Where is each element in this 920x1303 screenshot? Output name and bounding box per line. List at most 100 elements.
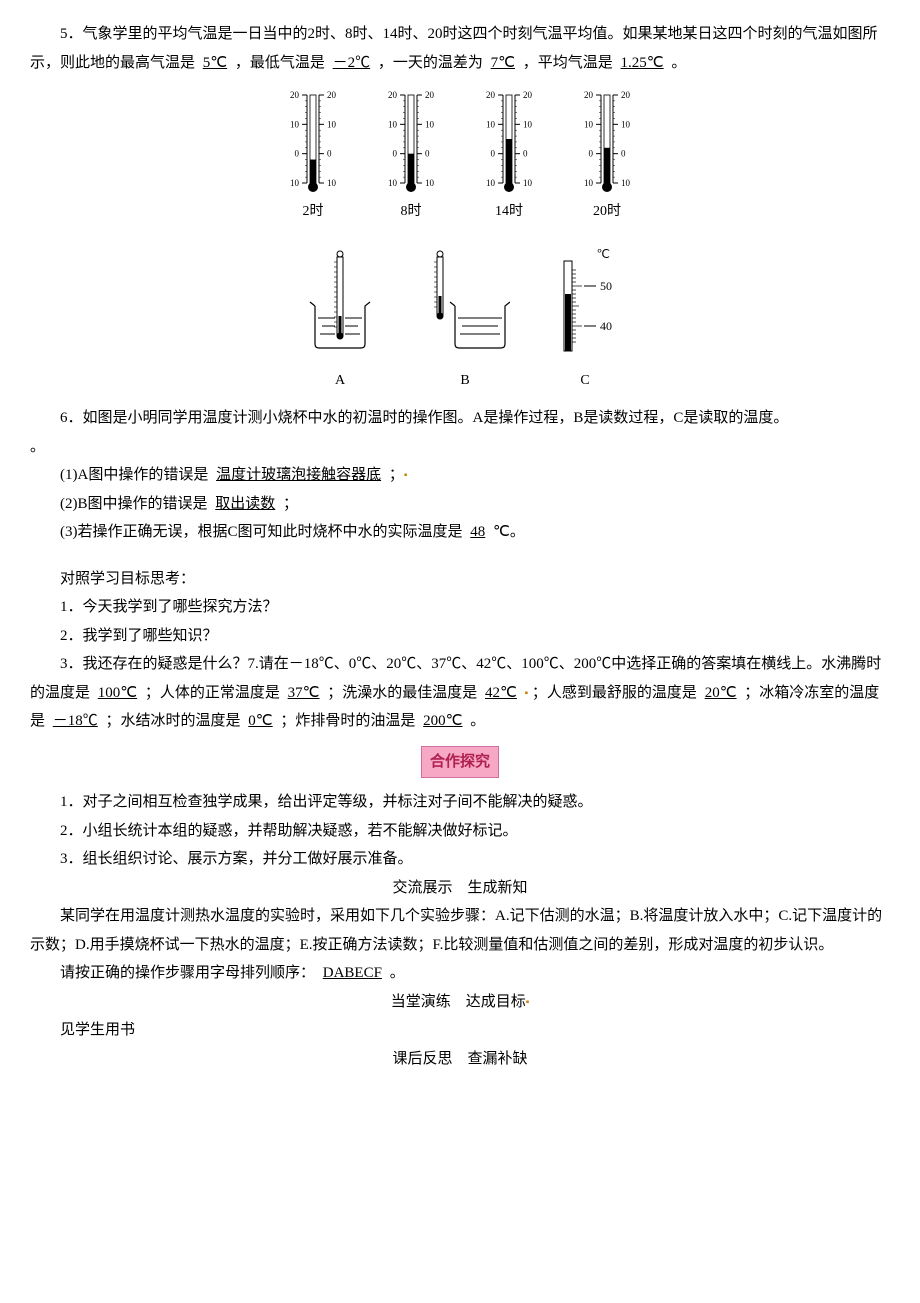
r3f: ；水结冰时的温度是 bbox=[106, 713, 241, 729]
q6-p2: (2)B图中操作的错误是 取出读数 ； bbox=[30, 490, 890, 519]
r-a1: 100℃ bbox=[94, 685, 141, 701]
q6-p2a: (2)B图中操作的错误是 bbox=[60, 496, 208, 512]
thermometer-label: 2时 bbox=[303, 199, 324, 226]
svg-text:0: 0 bbox=[523, 149, 528, 159]
svg-text:10: 10 bbox=[486, 119, 496, 129]
q5-ans1: 5℃ bbox=[199, 55, 231, 71]
svg-text:10: 10 bbox=[523, 178, 533, 188]
q6-p3b: ℃。 bbox=[493, 524, 525, 540]
reflect-title: 对照学习目标思考： bbox=[30, 565, 890, 594]
q5-ans3: 7℃ bbox=[487, 55, 519, 71]
coop-h1: 交流展示 生成新知 bbox=[30, 874, 890, 903]
q5-e: 。 bbox=[671, 55, 686, 71]
beaker-figure: A B ℃ 50 40 C bbox=[30, 246, 890, 395]
svg-text:10: 10 bbox=[621, 119, 631, 129]
svg-text:20: 20 bbox=[486, 90, 496, 100]
r-a4: 20℃ bbox=[701, 685, 741, 701]
svg-text:20: 20 bbox=[290, 90, 300, 100]
svg-text:50: 50 bbox=[600, 279, 612, 293]
svg-text:20: 20 bbox=[621, 90, 631, 100]
coop-l2: 2．小组长统计本组的疑惑，并帮助解决疑惑，若不能解决做好标记。 bbox=[30, 817, 890, 846]
r3c: ；洗澡水的最佳温度是 bbox=[327, 685, 477, 701]
order-a: 请按正确的操作步骤用字母排列顺序： bbox=[60, 965, 315, 981]
svg-text:10: 10 bbox=[327, 119, 337, 129]
order-ans: DABECF bbox=[319, 965, 386, 981]
svg-text:20: 20 bbox=[327, 90, 337, 100]
svg-text:20: 20 bbox=[584, 90, 594, 100]
q5-ans4: 1.25℃ bbox=[617, 55, 668, 71]
svg-text:0: 0 bbox=[589, 149, 594, 159]
coop-l3: 3．组长组织讨论、展示方案，并分工做好展示准备。 bbox=[30, 845, 890, 874]
q6-p1a: (1)A图中操作的错误是 bbox=[60, 467, 208, 483]
q5-b: ，最低气温是 bbox=[235, 55, 325, 71]
beaker-label: C bbox=[580, 368, 589, 395]
r-a6: 0℃ bbox=[244, 713, 276, 729]
dot-icon: ▪ bbox=[404, 470, 408, 481]
coop-see: 见学生用书 bbox=[30, 1016, 890, 1045]
thermometer: 20 20 10 10 0 0 10 10 8时 bbox=[381, 87, 441, 226]
svg-text:10: 10 bbox=[425, 119, 435, 129]
r3g: ；炸排骨时的油温是 bbox=[280, 713, 415, 729]
thermometer-figure: 20201010001010 2时 20201010001010 8时 2020… bbox=[30, 87, 890, 236]
svg-text:10: 10 bbox=[290, 119, 300, 129]
svg-text:0: 0 bbox=[393, 149, 398, 159]
beaker-b: B bbox=[420, 246, 510, 395]
q6-intro: 6．如图是小明同学用温度计测小烧杯中水的初温时的操作图。A是操作过程，B是读数过… bbox=[30, 404, 890, 433]
q6-p3: (3)若操作正确无误，根据C图可知此时烧杯中水的实际温度是 48 ℃。 bbox=[30, 518, 890, 547]
svg-text:20: 20 bbox=[425, 90, 435, 100]
svg-text:10: 10 bbox=[584, 119, 594, 129]
q5-c: ，一天的温差为 bbox=[378, 55, 483, 71]
r3h: 。 bbox=[470, 713, 485, 729]
beaker-label: B bbox=[460, 368, 469, 395]
q6-p1: (1)A图中操作的错误是 温度计玻璃泡接触容器底 ；▪ bbox=[30, 461, 890, 490]
q6-p3a: (3)若操作正确无误，根据C图可知此时烧杯中水的实际温度是 bbox=[60, 524, 463, 540]
svg-text:10: 10 bbox=[523, 119, 533, 129]
coop-h3: 课后反思 查漏补缺 bbox=[30, 1045, 890, 1074]
q6-p2b: ； bbox=[283, 496, 298, 512]
reflect-l3: 3．我还存在的疑惑是什么？7.请在－18℃、0℃、20℃、37℃、42℃、100… bbox=[30, 650, 890, 736]
beaker-a: A bbox=[300, 246, 380, 395]
svg-text:10: 10 bbox=[290, 178, 300, 188]
beaker-label: A bbox=[335, 368, 345, 395]
r-a5: －18℃ bbox=[49, 713, 102, 729]
thermometer: 20 20 10 10 0 0 10 10 14时 bbox=[479, 87, 539, 226]
thermometer-label: 20时 bbox=[593, 199, 621, 226]
svg-text:10: 10 bbox=[388, 119, 398, 129]
r3b: ；人体的正常温度是 bbox=[145, 685, 280, 701]
coop-order: 请按正确的操作步骤用字母排列顺序： DABECF 。 bbox=[30, 959, 890, 988]
svg-text:20: 20 bbox=[388, 90, 398, 100]
thermometer: 20 20 10 10 0 0 10 10 20时 bbox=[577, 87, 637, 226]
thermometer: 20201010001010 2时 bbox=[283, 87, 343, 226]
dot-icon: ▪ bbox=[526, 997, 530, 1008]
coop-h2: 当堂演练 达成目标▪ bbox=[30, 988, 890, 1017]
svg-text:0: 0 bbox=[425, 149, 430, 159]
coop-exp: 某同学在用温度计测热水温度的实验时，采用如下几个实验步骤：A.记下估测的水温；B… bbox=[30, 902, 890, 959]
svg-text:10: 10 bbox=[327, 178, 337, 188]
thermometer-label: 8时 bbox=[401, 199, 422, 226]
q6-p3ans: 48 bbox=[466, 524, 489, 540]
svg-text:10: 10 bbox=[425, 178, 435, 188]
q6-p1b: ； bbox=[389, 467, 404, 483]
r-a3: 42℃ bbox=[481, 685, 521, 701]
q6-p1ans: 温度计玻璃泡接触容器底 bbox=[212, 467, 385, 483]
beaker-c: ℃ 50 40 C bbox=[550, 246, 620, 395]
svg-text:℃: ℃ bbox=[597, 247, 610, 261]
svg-text:0: 0 bbox=[295, 149, 300, 159]
r-a2: 37℃ bbox=[284, 685, 324, 701]
svg-text:20: 20 bbox=[523, 90, 533, 100]
coop-l1: 1．对子之间相互检查独学成果，给出评定等级，并标注对子间不能解决的疑惑。 bbox=[30, 788, 890, 817]
reflect-l1: 1．今天我学到了哪些探究方法？ bbox=[30, 593, 890, 622]
q6-p2ans: 取出读数 bbox=[211, 496, 279, 512]
svg-text:0: 0 bbox=[621, 149, 626, 159]
q6-hang: 。 bbox=[30, 433, 890, 462]
coop-tag: 合作探究 bbox=[30, 746, 890, 779]
q5-d: ，平均气温是 bbox=[523, 55, 613, 71]
thermometer-label: 14时 bbox=[495, 199, 523, 226]
svg-text:0: 0 bbox=[491, 149, 496, 159]
svg-text:10: 10 bbox=[584, 178, 594, 188]
svg-text:10: 10 bbox=[621, 178, 631, 188]
q5-text: 5．气象学里的平均气温是一日当中的2时、8时、14时、20时这四个时刻气温平均值… bbox=[30, 20, 890, 77]
svg-text:10: 10 bbox=[486, 178, 496, 188]
r3d: ；人感到最舒服的温度是 bbox=[532, 685, 697, 701]
svg-text:10: 10 bbox=[388, 178, 398, 188]
